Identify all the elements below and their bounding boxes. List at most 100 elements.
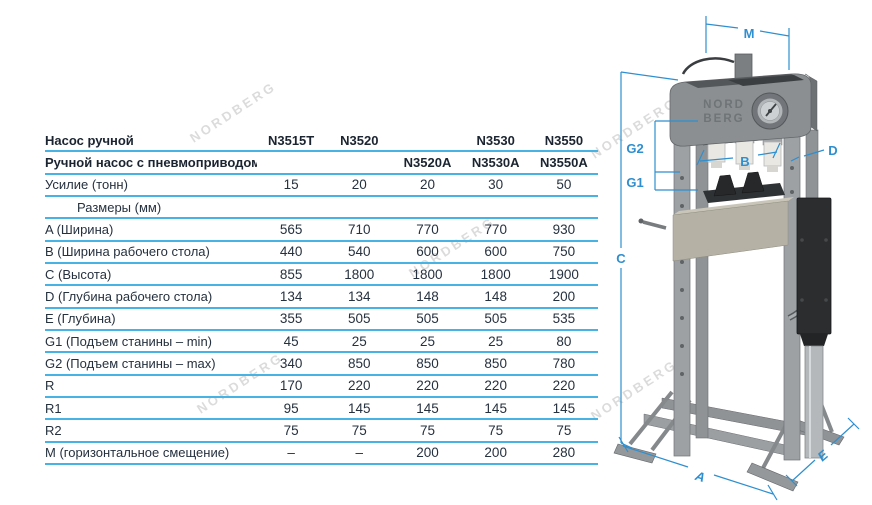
front-left-foot — [613, 443, 657, 464]
cell: 600 — [484, 244, 507, 260]
cell: 505 — [348, 311, 371, 327]
dimension-lines: M C G2 G1 B D A E — [616, 16, 860, 501]
cell: N3550 — [544, 132, 584, 148]
row-label: A (Ширина) — [45, 221, 114, 237]
cell: 1900 — [548, 266, 579, 282]
pump-cylinder — [804, 345, 824, 459]
row-label: Размеры (мм) — [77, 199, 162, 215]
cell: 30 — [488, 177, 504, 193]
table-row: E (Глубина) 355 505 505 505 535 — [45, 309, 598, 331]
row-label: E (Глубина) — [45, 311, 116, 327]
row-label: B (Ширина рабочего стола) — [45, 244, 210, 260]
cell: 25 — [351, 333, 367, 349]
cell: 535 — [552, 311, 576, 327]
row-label: Ручной насос с пневмоприводом — [45, 154, 257, 170]
table-row: Насос ручной N3515T N3520 N3530 N3550 — [45, 130, 598, 153]
cell: 850 — [416, 355, 439, 371]
table-row: B (Ширина рабочего стола) 440 540 600 60… — [45, 242, 598, 264]
row-label: D (Глубина рабочего стола) — [45, 288, 213, 304]
dimension-label-e: E — [815, 447, 832, 464]
row-label: G1 (Подъем станины – min) — [45, 333, 213, 349]
cell: N3520 — [340, 132, 379, 148]
pump-body — [796, 197, 832, 335]
press-bed — [638, 171, 794, 262]
v-block — [713, 174, 737, 197]
cell: 75 — [419, 422, 435, 438]
cell: – — [287, 445, 295, 461]
cell: 340 — [279, 355, 303, 371]
cell: N3530A — [471, 154, 520, 170]
cell: 710 — [348, 221, 371, 237]
row-label: R2 — [45, 422, 62, 438]
table-row: R 170 220 220 220 220 — [45, 376, 598, 398]
pump-unit — [787, 197, 832, 459]
cell: 540 — [348, 244, 371, 260]
table-row: Ручной насос с пневмоприводом N3520A N35… — [45, 152, 598, 175]
table-row: G2 (Подъем станины – max) 340 850 850 85… — [45, 353, 598, 376]
cell: 855 — [279, 266, 303, 282]
dimension-label-d: D — [828, 143, 837, 158]
cell: 220 — [416, 378, 439, 394]
cell: 280 — [552, 445, 576, 461]
cell: N3530 — [476, 132, 515, 148]
table-row: D (Глубина рабочего стола) 134 134 148 1… — [45, 286, 598, 309]
cell: 145 — [552, 400, 576, 416]
row-label: Усилие (тонн) — [45, 177, 128, 193]
v-block — [741, 171, 765, 194]
cell: 25 — [488, 333, 504, 349]
cell: 505 — [484, 311, 507, 327]
table-row: C (Высота) 855 1800 1800 1800 1900 — [45, 264, 598, 287]
cell: 505 — [416, 311, 439, 327]
row-label: Насос ручной — [45, 132, 134, 148]
cell: 75 — [556, 422, 572, 438]
dimension-label-a: A — [693, 468, 707, 485]
row-label: M (горизонтальное смещение) — [45, 445, 230, 461]
cell: 145 — [348, 400, 371, 416]
filler-plug — [734, 53, 753, 81]
dimension-label-b: B — [740, 154, 749, 169]
cell: 200 — [484, 445, 507, 461]
cell: 220 — [552, 378, 576, 394]
cell: 75 — [351, 422, 367, 438]
cell: 15 — [283, 177, 299, 193]
machine-brand-line1: NORD — [703, 99, 745, 111]
dimension-label-g1: G1 — [626, 175, 643, 190]
dimension-label-m: M — [744, 26, 755, 41]
table-row: A (Ширина) 565 710 770 770 930 — [45, 219, 598, 242]
cell: 148 — [484, 288, 507, 304]
cell: N3515T — [267, 132, 315, 148]
cell: 1800 — [344, 266, 375, 282]
cell: 20 — [419, 177, 435, 193]
cell: 148 — [416, 288, 439, 304]
table-row: R2 75 75 75 75 75 — [45, 420, 598, 443]
cell: 200 — [416, 445, 439, 461]
cell: N3520A — [403, 154, 452, 170]
dimension-label-g2: G2 — [626, 141, 643, 156]
cell: 600 — [416, 244, 439, 260]
cell: 95 — [283, 400, 299, 416]
dimension-label-c: C — [616, 251, 626, 266]
row-label: R — [45, 378, 55, 394]
cell: 220 — [484, 378, 507, 394]
cell: 770 — [416, 221, 439, 237]
row-label: C (Высота) — [45, 266, 112, 282]
cell: 50 — [556, 177, 572, 193]
front-right-foot — [746, 462, 799, 492]
press-diagram: NORD BERG M C G2 G1 B — [613, 16, 860, 501]
cell: 170 — [279, 378, 303, 394]
pressure-gauge-icon — [751, 92, 789, 130]
press-head: NORD BERG — [669, 53, 818, 147]
table-row: R1 95 145 145 145 145 — [45, 398, 598, 421]
spec-table: Насос ручной N3515T N3520 N3530 N3550 Ру… — [45, 130, 598, 465]
cell: – — [355, 445, 364, 461]
cell: 850 — [348, 355, 371, 371]
cell: 145 — [416, 400, 439, 416]
row-label: R1 — [45, 400, 62, 416]
bed-pin — [642, 220, 667, 230]
table-row: Усилие (тонн) 15 20 20 30 50 — [45, 175, 598, 197]
table-row: M (горизонтальное смещение) – – 200 200 … — [45, 443, 598, 465]
cell: 25 — [419, 333, 435, 349]
row-label: G2 (Подъем станины – max) — [45, 355, 216, 371]
cell: 440 — [279, 244, 303, 260]
